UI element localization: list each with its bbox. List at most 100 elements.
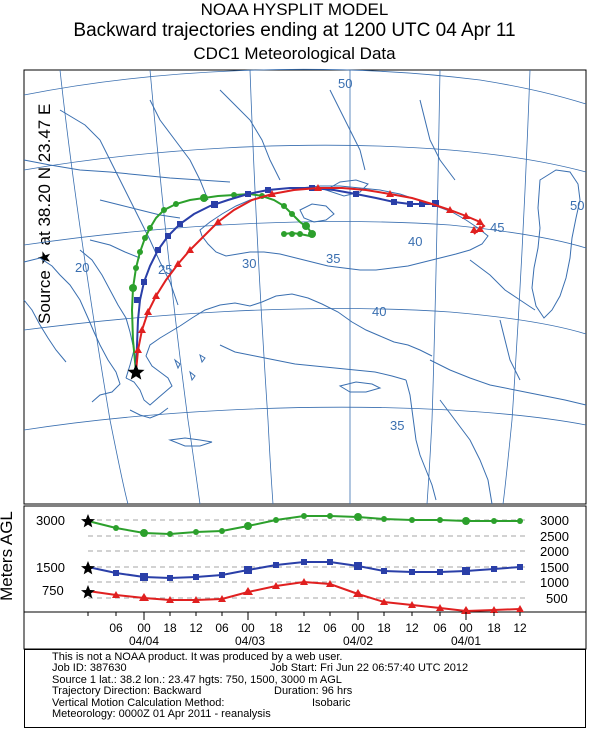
map-frame — [23, 69, 587, 505]
star-icon — [81, 514, 95, 528]
height-point — [301, 559, 307, 565]
traj-point — [177, 221, 183, 227]
footer-duration: Duration: 96 hrs — [274, 685, 353, 698]
contour-label: 35 — [390, 418, 404, 433]
hour-label: 00 — [137, 621, 151, 635]
traj-point — [231, 192, 237, 198]
footer-direction: Trajectory Direction: Backward — [52, 685, 202, 698]
height-point — [461, 606, 471, 614]
date-labels: 04/04 04/03 04/02 04/01 — [129, 634, 481, 648]
traj-point — [211, 201, 218, 208]
hour-label: 18 — [487, 621, 501, 635]
height-point — [380, 598, 388, 605]
height-point — [517, 564, 523, 570]
traj-point — [138, 326, 146, 333]
height-point — [219, 572, 225, 578]
height-point — [140, 529, 148, 537]
height-point — [113, 570, 119, 576]
traj-point — [165, 233, 171, 239]
height-point — [409, 517, 415, 523]
height-point — [490, 606, 498, 613]
height-source-stars — [81, 514, 95, 599]
title-line-2: Backward trajectories ending at 1200 UTC… — [73, 20, 516, 41]
hour-label: 06 — [215, 621, 229, 635]
height-point — [517, 518, 523, 524]
height-point — [193, 529, 199, 535]
height-point — [437, 517, 443, 523]
star-icon — [81, 561, 95, 575]
title-line-1: NOAA HYSPLIT MODEL — [200, 0, 389, 19]
height-point — [244, 522, 252, 530]
height-tick-label: 2500 — [540, 529, 569, 544]
hour-label: 00 — [241, 621, 255, 635]
traj-point — [432, 200, 439, 207]
height-point — [327, 513, 333, 519]
footer-meteorology: Meteorology: 0000Z 01 Apr 2011 - reanaly… — [52, 707, 271, 720]
height-point — [140, 573, 148, 581]
traj-point — [142, 235, 148, 241]
height-left-ticks: 3000 1500 750 — [36, 513, 65, 598]
contour-label: 30 — [242, 256, 256, 271]
hour-label: 12 — [297, 621, 311, 635]
height-point — [381, 516, 387, 522]
height-right-ticks: 3000 2500 2000 1500 1000 500 — [540, 513, 569, 606]
hour-label: 06 — [323, 621, 337, 635]
hour-label: 00 — [459, 621, 473, 635]
height-point — [167, 575, 173, 581]
height-point — [354, 562, 362, 570]
source-star-icon — [127, 364, 145, 380]
contour-labels: 50 45 50 40 20 25 30 35 40 35 — [75, 76, 584, 433]
height-tick-label: 750 — [42, 583, 64, 598]
height-point — [219, 528, 225, 534]
height-point — [326, 580, 334, 587]
contour-label: 20 — [75, 260, 89, 275]
date-label: 04/02 — [343, 634, 373, 648]
height-point — [218, 595, 226, 602]
height-point — [327, 559, 333, 565]
contour-label: 50 — [338, 76, 352, 91]
height-point — [381, 568, 387, 574]
date-label: 04/03 — [235, 634, 265, 648]
height-point — [243, 587, 253, 595]
traj-point — [173, 201, 179, 207]
traj-point — [152, 292, 160, 299]
traj-point — [391, 199, 397, 205]
height-point — [516, 605, 524, 612]
traj-point — [314, 184, 322, 191]
traj-point — [353, 191, 359, 197]
traj-point — [186, 246, 194, 253]
star-icon — [81, 585, 95, 599]
height-series-3000 — [87, 513, 523, 537]
height-point — [167, 531, 173, 537]
height-point — [491, 566, 497, 572]
hour-label: 18 — [377, 621, 391, 635]
height-tick-label: 1500 — [540, 560, 569, 575]
height-series-750 — [87, 578, 524, 614]
footer-vertical-value: Isobaric — [312, 696, 351, 709]
traj-point — [129, 284, 137, 292]
traj-point — [134, 297, 140, 303]
hour-label: 00 — [351, 621, 365, 635]
height-point — [273, 517, 279, 523]
traj-point — [265, 187, 271, 193]
footer-source: Source 1 lat.: 38.2 lon.: 23.47 hgts: 75… — [52, 673, 342, 686]
traj-point — [289, 211, 295, 217]
traj-point — [289, 231, 295, 237]
lat-lon-grid — [23, 68, 587, 505]
hour-label: 06 — [433, 621, 447, 635]
trajectory-750m-markers — [134, 184, 484, 353]
height-point — [192, 596, 200, 603]
traj-point — [281, 231, 287, 237]
hour-label: 18 — [269, 621, 283, 635]
trajectory-750m — [135, 187, 486, 373]
trajectory-3000m — [130, 192, 314, 373]
title-line-3: CDC1 Meteorological Data — [193, 44, 396, 63]
footer-direction-row: Trajectory Direction: Backward Duration:… — [52, 685, 585, 698]
traj-point — [476, 218, 484, 225]
date-label: 04/01 — [451, 634, 481, 648]
traj-point — [308, 230, 316, 238]
traj-point — [446, 206, 454, 213]
height-tick-label: 1000 — [540, 575, 569, 590]
traj-point — [476, 225, 484, 232]
traj-point — [470, 226, 478, 233]
